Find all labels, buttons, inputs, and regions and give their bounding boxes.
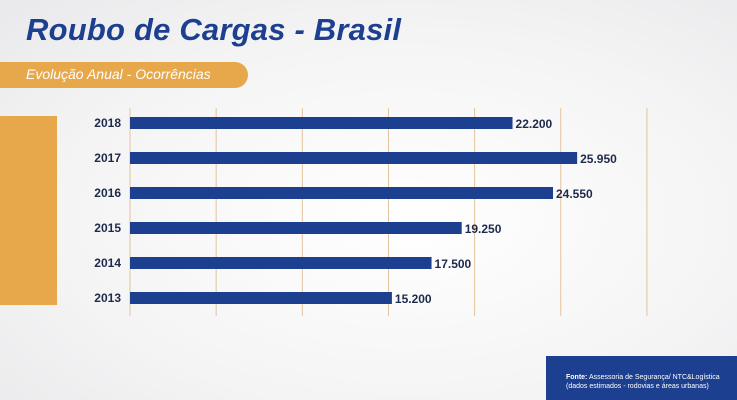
value-label-2016: 24.550 (556, 187, 593, 201)
bar-2013 (130, 292, 392, 304)
category-label-2018: 2018 (94, 116, 121, 130)
chart-subtitle: Evolução Anual - Ocorrências (26, 66, 211, 82)
bar-2017 (130, 152, 578, 164)
source-box: Fonte: Assessoria de Segurança/ NTC&Logí… (546, 356, 737, 400)
source-label: Fonte: (566, 374, 588, 381)
bar-2015 (130, 222, 462, 234)
value-label-2013: 15.200 (395, 292, 432, 306)
subtitle-banner: Evolução Anual - Ocorrências (0, 62, 248, 88)
category-label-2015: 2015 (94, 221, 121, 235)
category-label-2014: 2014 (94, 256, 121, 270)
category-label-2013: 2013 (94, 291, 121, 305)
bar-2018 (130, 117, 513, 129)
bar-2016 (130, 187, 554, 199)
value-label-2017: 25.950 (580, 152, 617, 166)
category-label-2017: 2017 (94, 151, 121, 165)
source-note: (dados estimados - rodovias e áreas urba… (566, 383, 709, 390)
bar-2014 (130, 257, 432, 269)
source-text: Assessoria de Segurança/ NTC&Logística (588, 374, 720, 381)
value-label-2014: 17.500 (435, 257, 472, 271)
category-label-2016: 2016 (94, 186, 121, 200)
page-title: Roubo de Cargas - Brasil (26, 12, 402, 47)
value-label-2018: 22.200 (516, 117, 553, 131)
value-label-2015: 19.250 (465, 222, 502, 236)
decorative-side-bar (0, 116, 57, 305)
